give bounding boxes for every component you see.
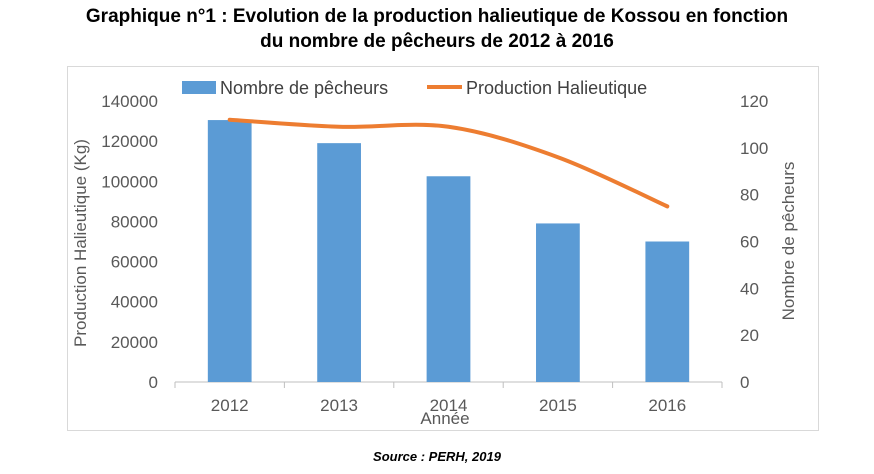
plot-axes	[174, 381, 723, 388]
y-right-tick-label: 100	[740, 139, 768, 158]
legend-bar-label: Nombre de pêcheurs	[220, 78, 388, 98]
y-axis-right-label: Nombre de pêcheurs	[779, 162, 798, 321]
legend-bar-swatch	[182, 81, 216, 94]
y-left-tick-label: 120000	[101, 132, 158, 151]
source-note: Source : PERH, 2019	[373, 449, 501, 464]
x-tick-label: 2015	[539, 396, 577, 415]
x-tick-label: 2012	[211, 396, 249, 415]
y-right-tick-label: 80	[740, 186, 759, 205]
bar-2014	[426, 176, 471, 382]
bar-2013	[317, 143, 361, 382]
bar-2012	[207, 120, 252, 382]
y-left-tick-label: 0	[149, 373, 158, 392]
legend: Nombre de pêcheurs Production Halieutique	[182, 78, 647, 98]
chart-title-line-2: du nombre de pêcheurs de 2012 à 2016	[260, 31, 614, 52]
y-left-tick-label: 60000	[111, 253, 158, 272]
y-left-tick-label: 100000	[101, 172, 158, 191]
line-series	[227, 117, 670, 209]
chart-title-line-1: Graphique n°1 : Evolution de la producti…	[85, 6, 789, 27]
y-right-tick-label: 0	[740, 373, 749, 392]
bar-2016	[645, 241, 690, 382]
bar-series	[207, 120, 690, 382]
y-right-tick-label: 40	[740, 279, 759, 298]
bar-2015	[536, 223, 580, 382]
y-right-tick-label: 60	[740, 233, 759, 252]
tick-labels: 0 20000 40000 60000 80000 100000 120000 140000 0…	[101, 92, 768, 415]
x-axis-label: Année	[420, 409, 469, 428]
y-right-tick-label: 20	[740, 326, 759, 345]
x-tick-label: 2013	[320, 396, 358, 415]
y-left-tick-label: 20000	[111, 333, 158, 352]
legend-line-label: Production Halieutique	[466, 78, 647, 98]
x-tick-label: 2014	[430, 396, 468, 415]
y-left-tick-label: 40000	[111, 293, 158, 312]
y-axis-left-label: Production Halieutique (Kg)	[71, 139, 90, 347]
y-right-tick-label: 120	[740, 92, 768, 111]
y-left-tick-label: 140000	[101, 92, 158, 111]
chart-title: Graphique n°1 : Evolution de la producti…	[0, 4, 874, 54]
x-tick-label: 2016	[648, 396, 686, 415]
y-left-tick-label: 80000	[111, 212, 158, 231]
